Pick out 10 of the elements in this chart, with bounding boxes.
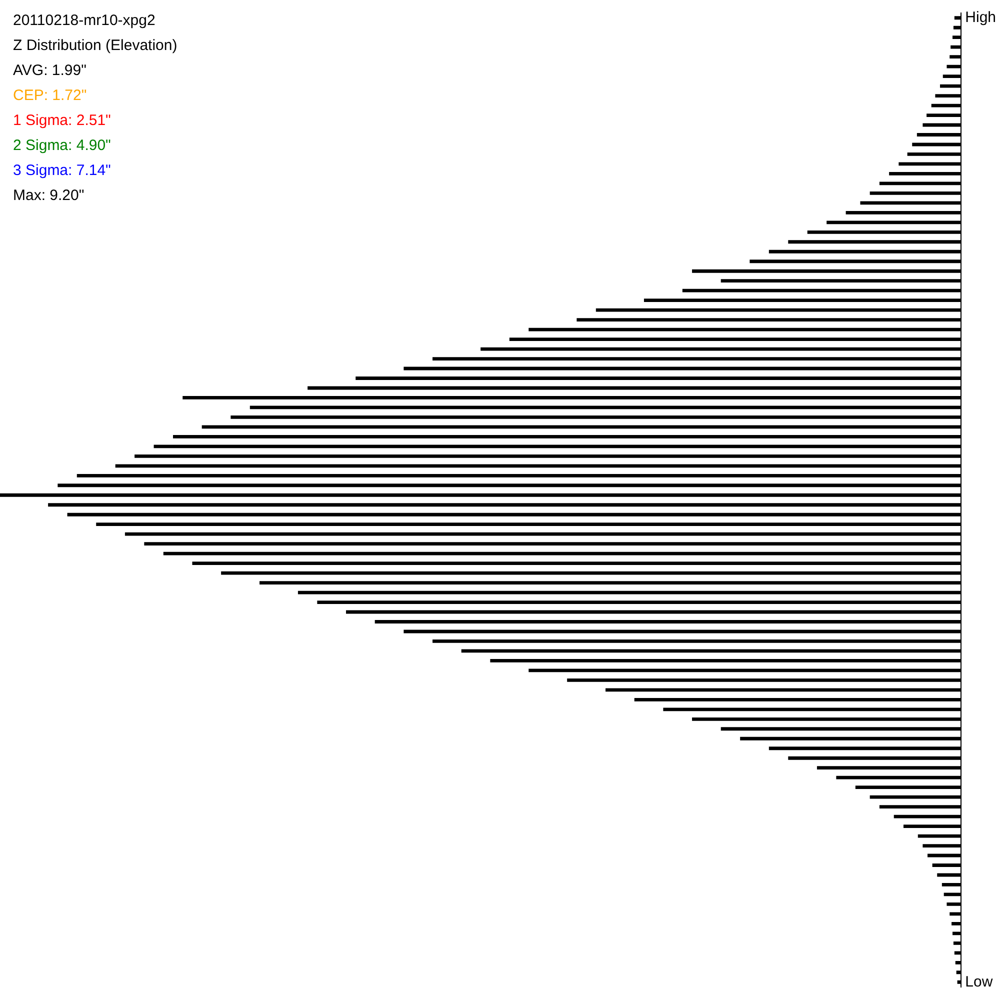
chart-title: 20110218-mr10-xpg2 [13,11,156,31]
annotation: 2 Sigma: 4.90" [13,136,112,156]
annotation: CEP: 1.72" [13,86,88,106]
text: Z Distribution (Elevation) [13,36,178,56]
annotation: 3 Sigma: 7.14" [13,161,112,181]
annotation: 1 Sigma: 2.51" [13,111,112,131]
annotation: AVG: 1.99" [13,61,88,81]
annotation: Max: 9.20" [13,186,86,206]
y-tick-label: Low [965,973,993,990]
y-tick-label: High [965,9,996,26]
